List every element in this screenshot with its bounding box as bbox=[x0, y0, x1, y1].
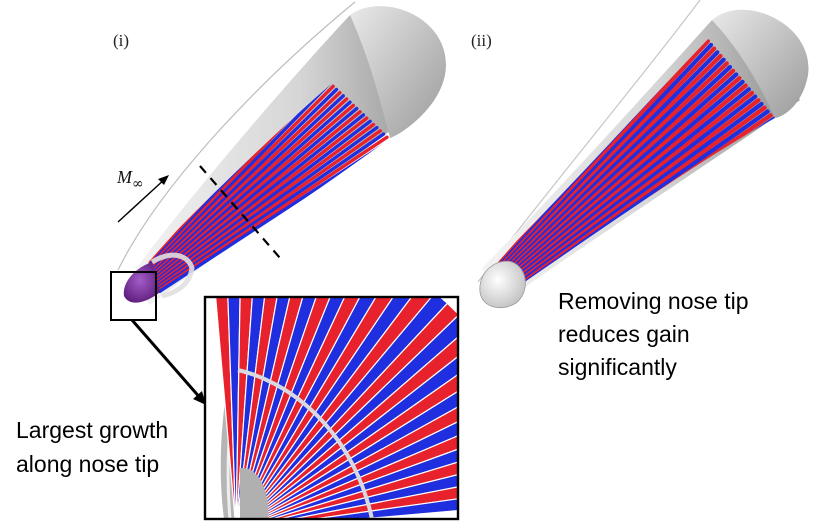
caption-nose-growth-line-1: Largest growth bbox=[16, 417, 168, 443]
zoom-ring-seam bbox=[237, 368, 374, 519]
caption-removed-tip-line-1: Removing nose tip bbox=[558, 288, 749, 314]
caption-nose-growth-line-2: along nose tip bbox=[16, 451, 159, 477]
panel-i-streak bbox=[157, 132, 386, 291]
freestream-label: M∞ bbox=[116, 167, 144, 192]
caption-removed-tip: Removing nose tip reduces gain significa… bbox=[558, 288, 749, 380]
panel-i-streak bbox=[149, 81, 332, 269]
panel-i-streak bbox=[151, 94, 345, 274]
zoom-connector-arrow bbox=[130, 319, 204, 401]
panel-ii: (ii) bbox=[471, 0, 809, 309]
cone-base-ii bbox=[712, 9, 809, 119]
panel-i-streak bbox=[150, 84, 335, 270]
caption-removed-tip-line-2: reduces gain bbox=[558, 321, 690, 347]
zoom-wedge bbox=[309, 498, 458, 519]
caption-nose-growth: Largest growth along nose tip bbox=[16, 417, 168, 477]
panel-i-streak bbox=[157, 135, 389, 292]
zoom-frame bbox=[203, 295, 460, 521]
panel-i-streak bbox=[150, 87, 339, 272]
panel-label-ii: (ii) bbox=[471, 31, 492, 50]
panel-i-streak bbox=[155, 122, 376, 287]
panel-i-streak bbox=[153, 106, 359, 280]
freestream-arrow bbox=[117, 177, 167, 223]
panel-i-streak bbox=[154, 116, 369, 284]
panel-i-streak bbox=[156, 129, 382, 289]
blunt-nose-ii bbox=[479, 260, 526, 309]
zoom-arrowhead-icon bbox=[193, 391, 206, 405]
panel-i-streak bbox=[154, 113, 366, 283]
panel-i-streak bbox=[155, 119, 372, 285]
panel-i-streak bbox=[153, 110, 362, 281]
panel-i-streak bbox=[151, 90, 342, 273]
panel-i: (i) M∞ bbox=[110, 1, 446, 405]
freestream-arrowhead-icon bbox=[158, 175, 169, 185]
caption-removed-tip-line-3: significantly bbox=[558, 354, 677, 380]
panel-i-streak bbox=[156, 125, 379, 288]
panel-i-streak bbox=[152, 100, 352, 277]
zoom-nose-core bbox=[240, 467, 269, 519]
panel-i-streak bbox=[158, 138, 390, 294]
panel-i-streak bbox=[153, 103, 356, 279]
zoom-inset bbox=[203, 295, 460, 521]
panel-i-streak bbox=[152, 97, 349, 276]
cone-base-i bbox=[350, 6, 446, 139]
cross-section-line bbox=[199, 165, 281, 259]
panel-label-i: (i) bbox=[113, 31, 129, 50]
nose-joint-i bbox=[150, 252, 195, 299]
shock-line-i bbox=[117, 1, 356, 271]
